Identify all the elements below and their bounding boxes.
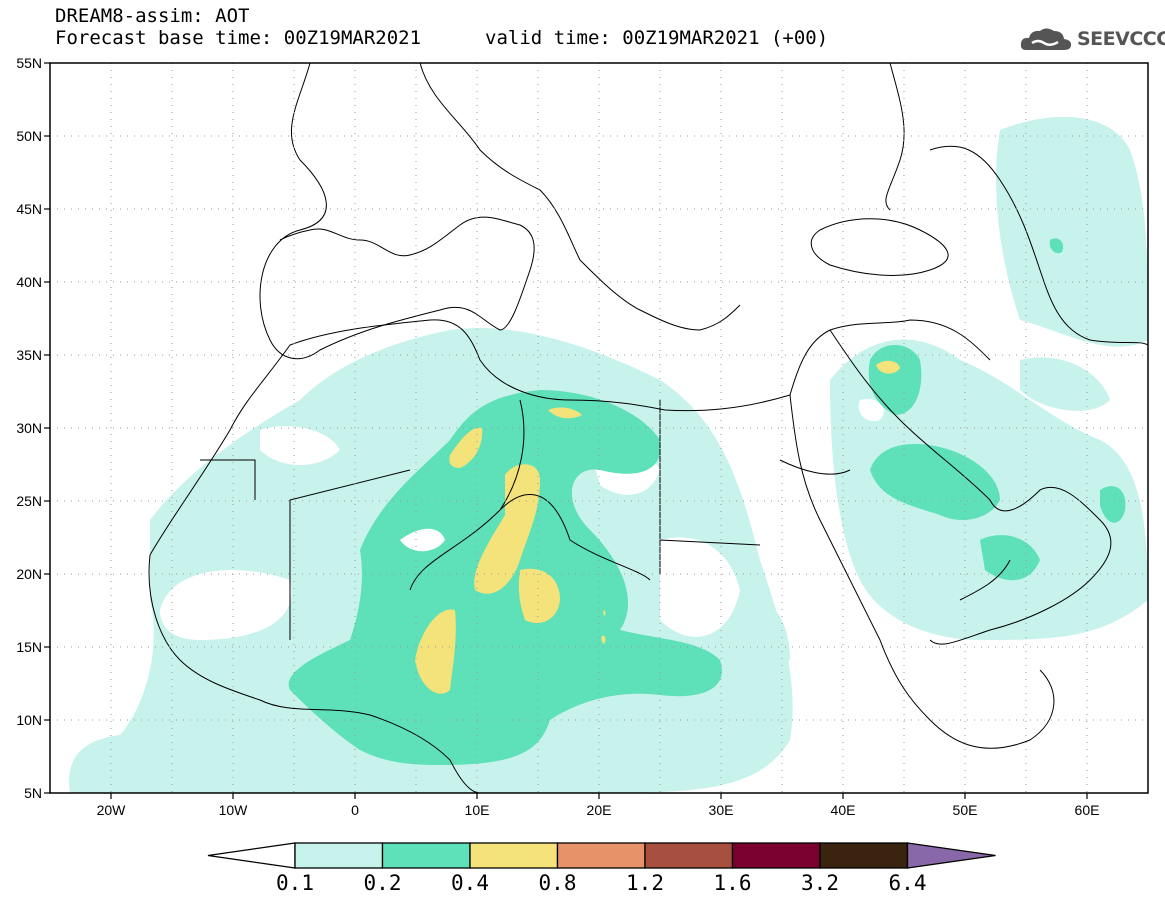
colorbar-high-triangle xyxy=(906,842,996,869)
lon-label: 20E xyxy=(587,802,612,818)
valid-time: valid time: 00Z19MAR2021 (+00) xyxy=(485,27,829,49)
lat-labels: 55N 50N 45N 40N 35N 30N 25N 20N 15N 10N 5N xyxy=(16,55,42,801)
lon-ticks xyxy=(110,793,1088,799)
colorbar-tick-label: 1.2 xyxy=(626,871,664,895)
lon-labels: 20W 10W 0 10E 20E 30E 40E 50E 60E xyxy=(97,802,1100,818)
cloud-logo-icon xyxy=(1020,28,1072,50)
lat-label: 55N xyxy=(16,55,42,71)
lat-label: 30N xyxy=(16,420,42,436)
colorbar-tick-label: 1.6 xyxy=(714,871,752,895)
colorbar-segment xyxy=(819,842,909,869)
lat-label: 40N xyxy=(16,274,42,290)
gridlines xyxy=(49,62,1149,794)
colorbar-segment xyxy=(381,842,471,869)
lon-label: 0 xyxy=(351,802,359,818)
colorbar-tick-label: 3.2 xyxy=(801,871,839,895)
lon-label: 20W xyxy=(97,802,127,818)
aot-contours xyxy=(69,116,1148,793)
colorbar-segment xyxy=(644,842,734,869)
lat-label: 35N xyxy=(16,347,42,363)
lat-label: 15N xyxy=(16,639,42,655)
lon-label: 40E xyxy=(831,802,856,818)
colorbar-labels: 0.1 0.2 0.4 0.8 1.2 1.6 3.2 6.4 xyxy=(276,871,926,895)
lat-label: 5N xyxy=(24,785,42,801)
lat-label: 50N xyxy=(16,128,42,144)
lat-label: 20N xyxy=(16,566,42,582)
lat-label: 10N xyxy=(16,712,42,728)
forecast-base-time: Forecast base time: 00Z19MAR2021 xyxy=(55,27,422,49)
map-title: DREAM8-assim: AOT xyxy=(55,5,250,27)
colorbar-tick-label: 0.4 xyxy=(451,871,489,895)
lon-label: 30E xyxy=(709,802,734,818)
colorbar-segment xyxy=(294,842,384,869)
colorbar-low-triangle xyxy=(207,842,296,869)
colorbar-segment xyxy=(469,842,559,869)
lat-label: 25N xyxy=(16,493,42,509)
logo-text: SEEVCCC xyxy=(1077,28,1165,50)
colorbar-tick-label: 0.8 xyxy=(539,871,577,895)
lon-label: 50E xyxy=(953,802,978,818)
lat-label: 45N xyxy=(16,201,42,217)
colorbar xyxy=(207,842,996,869)
lon-label: 10W xyxy=(219,802,249,818)
colorbar-segment xyxy=(731,842,821,869)
colorbar-tick-label: 6.4 xyxy=(889,871,927,895)
lat-ticks xyxy=(44,62,50,794)
lon-label: 60E xyxy=(1075,802,1100,818)
lon-label: 10E xyxy=(465,802,490,818)
colorbar-tick-label: 0.2 xyxy=(364,871,402,895)
colorbar-tick-label: 0.1 xyxy=(276,871,314,895)
colorbar-segment xyxy=(556,842,646,869)
